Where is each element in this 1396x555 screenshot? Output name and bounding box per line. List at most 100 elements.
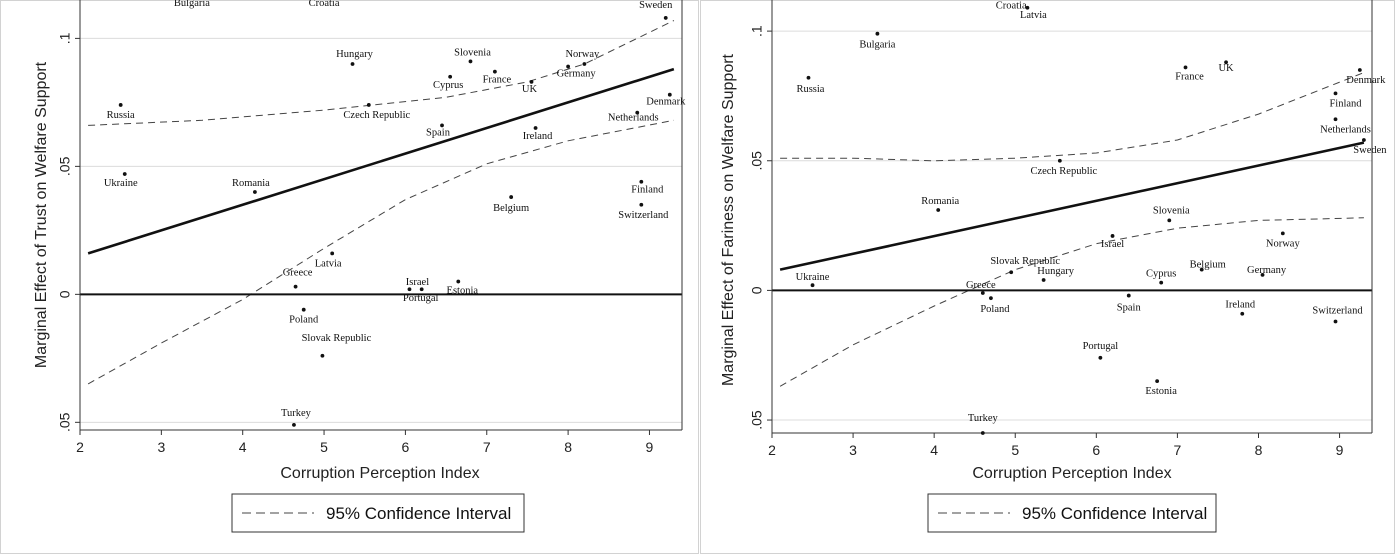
point-marker [1361, 138, 1366, 142]
point-marker [806, 75, 811, 80]
x-tick-label: 5 [1011, 442, 1019, 458]
point-label: Ukraine [104, 178, 138, 189]
x-tick-label: 8 [1255, 442, 1263, 458]
point-label: Israel [406, 277, 429, 288]
data-point-ukraine: Ukraine [796, 272, 830, 288]
fit-line [87, 67, 675, 255]
data-point-hungary: Hungary [336, 49, 374, 66]
point-label: Croatia [996, 0, 1027, 11]
legend: 95% Confidence Interval [231, 493, 525, 533]
data-point-israel: Israel [1101, 234, 1124, 250]
panel-frame [700, 0, 1395, 554]
data-point-hungary: Hungary [1037, 266, 1075, 282]
point-marker [1155, 379, 1160, 384]
data-point-denmark: Denmark [1346, 68, 1386, 86]
point-marker [1333, 319, 1338, 324]
ci-upper-line [88, 20, 675, 126]
point-marker [639, 202, 644, 207]
point-label: Bulgaria [174, 0, 210, 9]
y-axis-title: Marginal Effect of Trust on Welfare Supp… [33, 61, 50, 368]
data-point-slovenia: Slovenia [454, 47, 491, 64]
x-tick-label: 2 [768, 442, 776, 458]
data-point-ireland: Ireland [1225, 300, 1256, 316]
confidence-interval [87, 20, 675, 385]
data-point-portugal: Portugal [1083, 341, 1119, 360]
data-point-denmark: Denmark [646, 92, 686, 108]
confidence-interval [779, 72, 1365, 387]
data-point-uk: UK [1218, 60, 1234, 74]
point-marker [989, 296, 993, 301]
point-label: Russia [796, 84, 824, 95]
point-label: Poland [289, 315, 319, 326]
x-tick-label: 4 [930, 442, 938, 458]
point-label: Switzerland [618, 210, 669, 221]
data-point-spain: Spain [1117, 293, 1142, 314]
y-tick-label: .05 [749, 151, 765, 171]
data-point-czech-republic: Czech Republic [1030, 158, 1098, 177]
x-tick-label: 9 [1336, 442, 1344, 458]
chart-panel-1: 2 3 4 5 6 7 8 9 .05 0 .05 .1 Corruption Perception I… [0, 0, 699, 554]
point-marker [875, 31, 880, 36]
point-label: France [1175, 71, 1204, 82]
y-tick-label: .05 [57, 412, 73, 432]
point-label: Finland [1329, 98, 1362, 109]
point-marker [509, 195, 514, 199]
point-label: Bulgaria [859, 40, 895, 51]
point-marker [1098, 355, 1103, 360]
gridlines [80, 37, 682, 423]
point-label: Hungary [336, 49, 373, 60]
point-label: Germany [557, 69, 597, 80]
data-point-netherlands: Netherlands [608, 110, 659, 124]
x-tick-label: 5 [320, 439, 328, 455]
point-label: Russia [107, 110, 135, 121]
point-label: Turkey [281, 408, 312, 419]
point-label: Denmark [1346, 75, 1386, 86]
point-label: Germany [1247, 265, 1287, 276]
point-marker [582, 62, 587, 66]
data-point-slovak-republic: Slovak Republic [302, 333, 372, 358]
x-axis-ticks: 2 3 4 5 6 7 8 9 [76, 430, 654, 455]
point-label: Czech Republic [343, 110, 410, 121]
point-label: Ukraine [796, 272, 830, 283]
point-label: Switzerland [1312, 306, 1363, 317]
point-marker [810, 283, 815, 288]
data-point-czech-republic: Czech Republic [343, 103, 411, 121]
point-marker [635, 110, 640, 115]
point-marker [118, 103, 123, 107]
point-marker [1167, 218, 1172, 223]
gridlines [772, 30, 1372, 421]
point-label: Portugal [1083, 341, 1119, 352]
data-point-germany: Germany [557, 64, 597, 80]
point-marker [407, 287, 412, 292]
y-tick-label: .05 [749, 410, 765, 430]
data-point-estonia: Estonia [1145, 379, 1177, 397]
data-point-netherlands: Netherlands [1320, 117, 1371, 135]
point-label: Ireland [523, 131, 553, 142]
legend: 95% Confidence Interval [927, 493, 1217, 533]
point-marker [320, 353, 325, 358]
data-point-estonia: Estonia [447, 279, 478, 297]
x-tick-label: 6 [402, 439, 410, 455]
point-label: Norway [1266, 238, 1301, 249]
point-label: Estonia [1145, 386, 1177, 397]
point-label: Slovenia [1153, 205, 1190, 216]
data-point-turkey: Turkey [968, 413, 999, 435]
x-tick-label: 9 [646, 439, 654, 455]
chart-panel-2: 2 3 4 5 6 7 8 9 .05 0 .05 .1 Corruption Perception I… [700, 0, 1395, 554]
ci-lower-line [779, 217, 1364, 387]
point-label: UK [1218, 63, 1234, 74]
point-marker [448, 74, 453, 79]
ci-lower-line [87, 119, 674, 385]
point-marker [419, 287, 424, 292]
data-point-latvia: Latvia [315, 251, 342, 269]
x-tick-label: 2 [76, 439, 84, 455]
point-marker [292, 422, 296, 427]
data-point-greece: Greece [283, 268, 313, 289]
point-marker [1357, 68, 1362, 72]
point-label: Spain [1117, 303, 1142, 314]
point-marker [1333, 91, 1338, 96]
point-marker [468, 59, 473, 64]
point-marker [330, 251, 335, 256]
data-point-slovenia: Slovenia [1153, 205, 1190, 223]
point-marker [456, 279, 461, 284]
